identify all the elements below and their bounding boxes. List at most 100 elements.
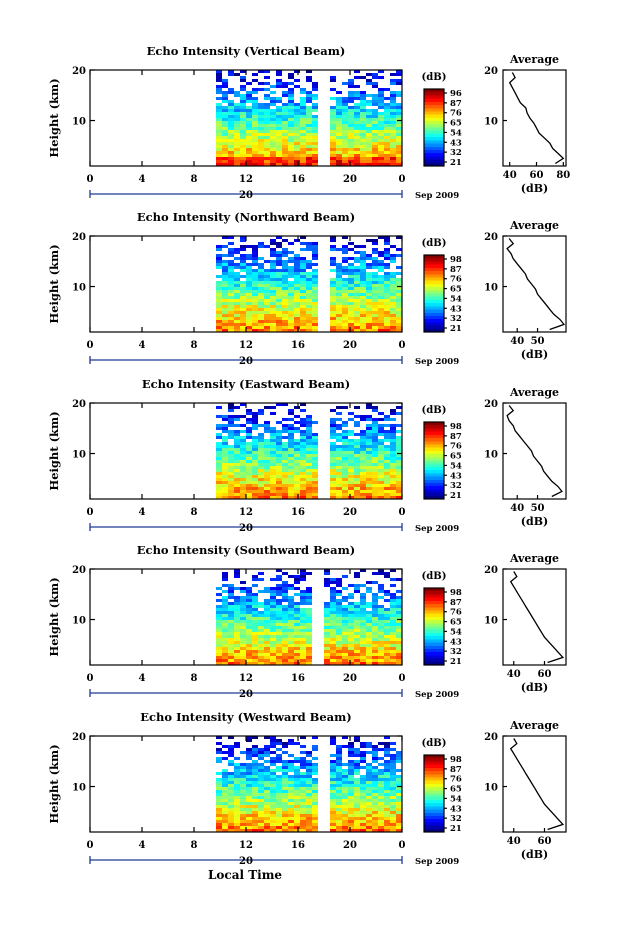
heatmap-cell bbox=[264, 617, 271, 620]
heatmap-cell bbox=[348, 451, 355, 454]
heatmap-cell bbox=[294, 430, 301, 433]
heatmap-cell bbox=[360, 311, 367, 314]
heatmap-cell bbox=[288, 94, 295, 97]
heatmap-cell bbox=[312, 272, 319, 275]
heatmap-cell bbox=[240, 769, 247, 772]
heatmap-cell bbox=[270, 293, 277, 296]
heatmap-cell bbox=[300, 611, 307, 614]
heatmap-cell bbox=[372, 433, 379, 436]
colorbar-segment bbox=[424, 322, 444, 327]
heatmap-cell bbox=[294, 659, 301, 662]
heatmap-cell bbox=[366, 659, 373, 662]
heatmap-cell bbox=[348, 94, 355, 97]
heatmap-cell bbox=[312, 484, 319, 487]
heatmap-cell bbox=[294, 103, 301, 106]
heatmap-cell bbox=[228, 469, 235, 472]
heatmap-cell bbox=[330, 430, 337, 433]
heatmap-cell bbox=[300, 236, 307, 239]
heatmap-cell bbox=[336, 457, 343, 460]
heatmap-cell bbox=[300, 575, 307, 578]
heatmap-cell bbox=[384, 445, 391, 448]
heatmap-cell bbox=[282, 91, 289, 94]
colorbar-segment bbox=[424, 264, 444, 269]
heatmap-cell bbox=[216, 802, 223, 805]
heatmap-cell bbox=[360, 823, 367, 826]
heatmap-cell bbox=[306, 421, 313, 424]
heatmap-cell bbox=[354, 284, 361, 287]
heatmap-cell bbox=[342, 644, 349, 647]
heatmap-cell bbox=[354, 460, 361, 463]
heatmap-cell bbox=[228, 805, 235, 808]
heatmap-cell bbox=[228, 653, 235, 656]
heatmap-cell bbox=[222, 445, 229, 448]
heatmap-cell bbox=[264, 112, 271, 115]
heatmap-cell bbox=[234, 154, 241, 157]
heatmap-cell bbox=[288, 784, 295, 787]
heatmap-cell bbox=[354, 605, 361, 608]
heatmap-cell bbox=[360, 569, 367, 572]
heatmap-cell bbox=[228, 145, 235, 148]
heatmap-cell bbox=[324, 602, 331, 605]
heatmap-cell bbox=[306, 463, 313, 466]
heatmap-cell bbox=[228, 433, 235, 436]
heatmap-cell bbox=[378, 478, 385, 481]
heatmap-cell bbox=[330, 269, 337, 272]
heatmap-cell bbox=[234, 430, 241, 433]
heatmap-cell bbox=[336, 281, 343, 284]
heatmap-cell bbox=[300, 326, 307, 329]
heatmap-cell bbox=[240, 85, 247, 88]
heatmap-cell bbox=[330, 739, 337, 742]
heatmap-cell bbox=[396, 463, 402, 466]
heatmap-cell bbox=[378, 457, 385, 460]
heatmap-cell bbox=[288, 430, 295, 433]
heatmap-cell bbox=[276, 593, 283, 596]
heatmap-cell bbox=[396, 596, 402, 599]
heatmap-cell bbox=[276, 284, 283, 287]
heatmap-cell bbox=[354, 829, 361, 832]
heatmap-cell bbox=[270, 281, 277, 284]
heatmap-cell bbox=[234, 424, 241, 427]
heatmap-cell bbox=[306, 623, 313, 626]
heatmap-cell bbox=[294, 817, 301, 820]
heatmap-cell bbox=[390, 103, 397, 106]
heatmap-cell bbox=[306, 805, 313, 808]
heatmap-cell bbox=[354, 260, 361, 263]
heatmap-cell bbox=[252, 772, 259, 775]
heatmap-cell bbox=[390, 457, 397, 460]
heatmap-cell bbox=[264, 629, 271, 632]
heatmap-cell bbox=[252, 245, 259, 248]
heatmap-cell bbox=[252, 493, 259, 496]
heatmap-cell bbox=[342, 130, 349, 133]
heatmap-cell bbox=[354, 799, 361, 802]
heatmap-cell bbox=[222, 278, 229, 281]
heatmap-cell bbox=[366, 317, 373, 320]
heatmap-cell bbox=[372, 320, 379, 323]
heatmap-cell bbox=[354, 457, 361, 460]
heatmap-cell bbox=[300, 787, 307, 790]
heatmap-cell bbox=[372, 760, 379, 763]
heatmap-cell bbox=[228, 254, 235, 257]
heatmap-cell bbox=[252, 142, 259, 145]
heatmap-cell bbox=[240, 263, 247, 266]
x-tick-label: 0 bbox=[87, 174, 94, 185]
heatmap-cell bbox=[336, 775, 343, 778]
heatmap-cell bbox=[282, 790, 289, 793]
heatmap-cell bbox=[378, 311, 385, 314]
heatmap-cell bbox=[336, 133, 343, 136]
heatmap-cell bbox=[396, 778, 402, 781]
heatmap-cell bbox=[390, 790, 397, 793]
heatmap-cell bbox=[330, 472, 337, 475]
colorbar-frame bbox=[423, 88, 445, 167]
colorbar-segment bbox=[424, 790, 444, 794]
heatmap-cell bbox=[300, 593, 307, 596]
heatmap-cell bbox=[372, 490, 379, 493]
colorbar-segment bbox=[424, 153, 444, 157]
heatmap-cell bbox=[396, 656, 402, 659]
heatmap-cell bbox=[390, 275, 397, 278]
heatmap-cell bbox=[216, 638, 223, 641]
heatmap-cell bbox=[378, 629, 385, 632]
heatmap-cell bbox=[378, 430, 385, 433]
heatmap-cell bbox=[396, 793, 402, 796]
heatmap-cell bbox=[330, 409, 337, 412]
heatmap-cell bbox=[384, 638, 391, 641]
